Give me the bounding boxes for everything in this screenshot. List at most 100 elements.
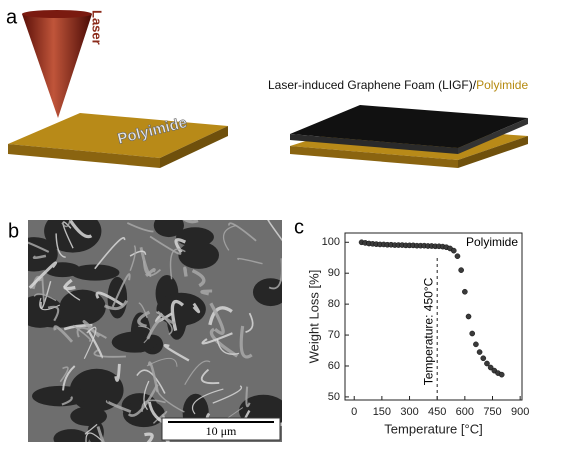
fiber	[41, 276, 46, 304]
foam-top	[290, 105, 528, 148]
fiber	[136, 369, 166, 394]
fiber	[191, 269, 206, 288]
substrate-front	[8, 144, 160, 168]
fiber	[61, 220, 71, 228]
fiber	[96, 426, 105, 442]
y-tick-label: 90	[328, 267, 340, 279]
fiber	[129, 250, 147, 257]
foam-side	[458, 118, 528, 154]
panel-label: a	[6, 6, 18, 28]
fiber	[228, 222, 257, 242]
point	[469, 330, 476, 337]
fiber	[163, 344, 190, 362]
fiber	[142, 260, 162, 277]
fiber	[94, 237, 126, 270]
stack-base-side	[458, 136, 528, 168]
fiber	[76, 326, 107, 339]
y-tick-label: 70	[328, 329, 340, 341]
point	[476, 349, 483, 355]
y-tick-label: 60	[328, 360, 340, 372]
y-tick-label: 100	[322, 236, 340, 248]
y-tick-label: 50	[328, 391, 340, 403]
stack-base-front	[290, 146, 458, 168]
fiber	[212, 385, 242, 404]
fiber	[114, 363, 121, 382]
fiber	[126, 222, 154, 233]
caption: Laser-induced Graphene Foam (LIGF)/Polyi…	[268, 78, 528, 92]
fiber	[28, 261, 58, 289]
fiber	[33, 293, 57, 302]
fiber	[69, 220, 93, 239]
chart: 0 150 300 450 600 750 900 50 60 70 80 90 100 Temperat…	[306, 232, 529, 436]
fiber	[143, 380, 150, 411]
point	[484, 360, 490, 367]
pore	[70, 264, 120, 281]
pore	[252, 278, 282, 307]
caption-base: Polyimide	[476, 78, 528, 92]
pore	[178, 241, 220, 269]
point	[454, 253, 461, 259]
point	[480, 355, 487, 362]
pore	[122, 400, 165, 428]
panel-label: b	[8, 220, 19, 242]
x-tick-label: 600	[456, 406, 474, 418]
fiber	[111, 273, 131, 308]
fiber	[149, 235, 182, 255]
fiber	[183, 266, 188, 277]
fiber	[239, 325, 253, 359]
fiber	[156, 310, 176, 325]
point	[458, 267, 464, 273]
plot-frame	[344, 232, 523, 401]
fiber	[169, 248, 186, 280]
foam-front	[290, 134, 458, 154]
fiber	[40, 280, 52, 309]
fiber	[103, 299, 128, 311]
point	[450, 247, 457, 254]
fiber	[182, 220, 199, 224]
y-tick-label: 80	[328, 298, 340, 310]
fiber	[147, 361, 159, 393]
fiber	[216, 338, 240, 355]
scale-label: 10 μm	[206, 424, 237, 438]
fiber	[222, 224, 237, 251]
fiber	[63, 285, 81, 301]
x-axis-label: Temperature [°C]	[384, 421, 482, 436]
point	[498, 371, 505, 378]
fiber	[93, 349, 126, 358]
fiber	[84, 423, 98, 435]
fiber	[209, 327, 239, 358]
caption-foam: Laser-induced Graphene Foam (LIGF)	[268, 78, 473, 92]
fiber	[31, 275, 43, 290]
point	[487, 364, 494, 371]
x-tick-label: 300	[400, 406, 418, 418]
sem-image	[28, 220, 282, 442]
fiber	[32, 254, 47, 260]
fiber	[267, 220, 282, 242]
point	[465, 313, 472, 320]
fiber	[200, 289, 213, 296]
fiber	[85, 432, 104, 442]
point	[462, 288, 468, 295]
fiber	[95, 291, 125, 307]
pore	[32, 385, 88, 407]
fiber	[184, 360, 211, 386]
fiber	[105, 399, 132, 414]
series-label: Polyimide	[466, 235, 518, 249]
laser-cone	[22, 14, 92, 118]
pore	[44, 220, 102, 253]
fiber	[127, 383, 159, 417]
fiber	[28, 241, 50, 253]
fiber	[237, 257, 263, 265]
fiber	[245, 386, 251, 408]
fiber	[87, 329, 103, 359]
fiber	[152, 410, 168, 424]
fiber	[47, 305, 60, 322]
laser-label: Laser	[90, 10, 105, 45]
scale-box	[161, 417, 281, 441]
caption-slash: /	[473, 78, 477, 92]
point	[473, 341, 479, 348]
x-tick-label: 150	[373, 406, 391, 418]
substrate-top	[8, 113, 228, 158]
x-tick-label: 900	[511, 406, 529, 418]
